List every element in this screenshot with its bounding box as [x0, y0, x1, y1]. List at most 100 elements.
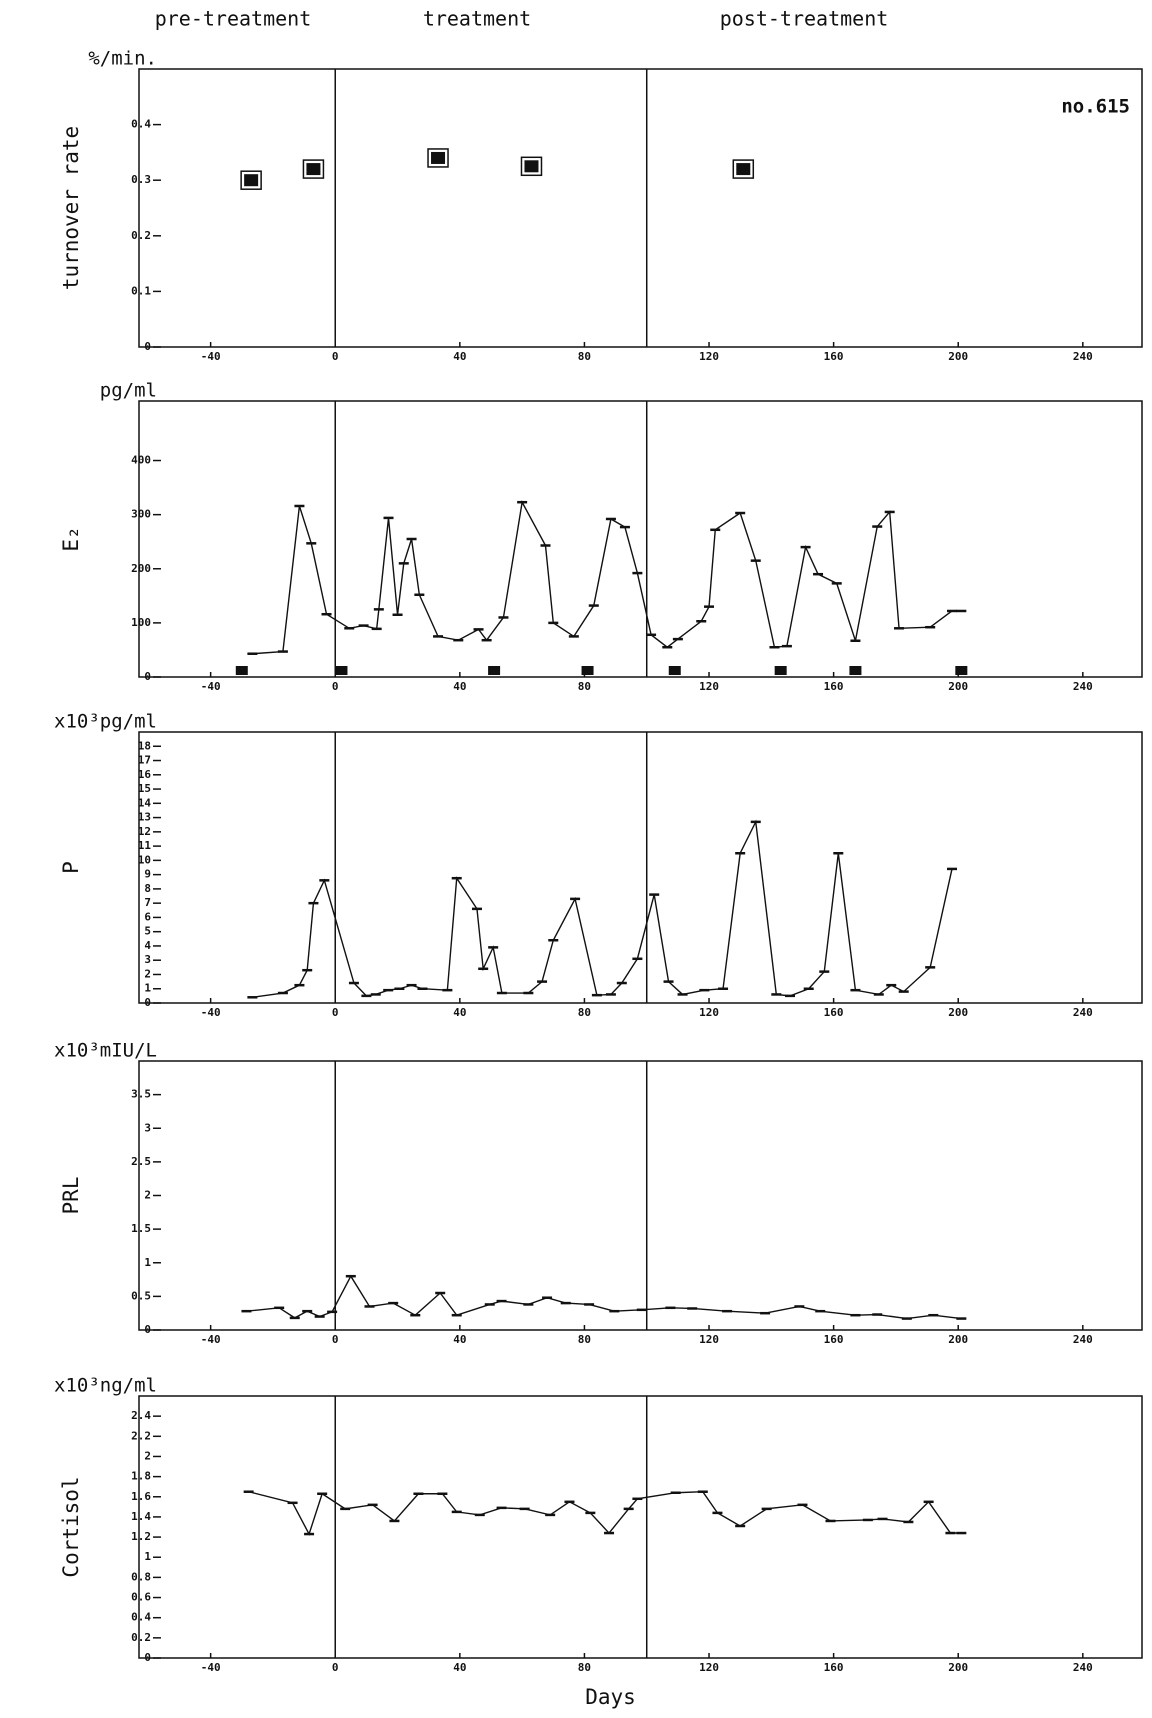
y-tick-label: 16	[138, 768, 152, 781]
x-tick-label: 160	[824, 1333, 844, 1346]
y-tick-label: 8	[144, 882, 151, 895]
x-tick-label: 120	[699, 1333, 719, 1346]
y-tick-label: 18	[138, 739, 151, 752]
y-tick-label: 0	[144, 996, 151, 1009]
x-tick-label: 200	[948, 1333, 968, 1346]
y-tick-label: 400	[131, 454, 151, 467]
y-tick-label: 15	[138, 782, 151, 795]
y-tick-label: 1.5	[131, 1222, 151, 1235]
x-tick-label: 120	[699, 1006, 719, 1019]
plot-frame	[138, 1395, 1143, 1659]
y-tick-label: 3.5	[131, 1088, 151, 1101]
x-tick-label: 200	[948, 1661, 968, 1674]
units-label: pg/ml	[100, 380, 157, 402]
x-tick-label: 240	[1073, 1333, 1093, 1346]
phase-label: treatment	[423, 7, 531, 31]
x-tick-label: 80	[578, 1333, 591, 1346]
y-tick-label: 0.2	[131, 229, 151, 242]
event-marker	[668, 666, 681, 675]
units-label: x10³mIU/L	[54, 1040, 157, 1062]
x-tick-label: 40	[453, 1333, 466, 1346]
point	[431, 151, 446, 164]
data-line	[246, 1274, 962, 1320]
point-outline	[240, 170, 262, 190]
y-tick-label: 2.4	[131, 1409, 151, 1422]
units-label: %/min.	[88, 48, 157, 70]
y-tick-label: 0.8	[131, 1570, 151, 1583]
x-tick-label: 0	[332, 680, 339, 693]
y-tick-label: 9	[144, 868, 151, 881]
y-tick-label: 5	[144, 925, 151, 938]
y-tick-label: 6	[144, 910, 151, 923]
point	[524, 160, 539, 173]
x-tick-label: 200	[948, 350, 968, 363]
y-tick-label: 17	[138, 754, 151, 767]
event-marker	[955, 666, 968, 675]
y-tick-label: 2.5	[131, 1155, 151, 1168]
y-axis-label: Cortisol	[59, 1476, 83, 1577]
data-line	[252, 500, 962, 655]
y-tick-label: 1	[144, 1256, 151, 1269]
x-tick-label: 240	[1073, 1006, 1093, 1019]
point-outline	[732, 159, 755, 179]
annotation: no.615	[1061, 96, 1130, 118]
event-marker	[581, 666, 594, 675]
x-tick-label: 160	[824, 1661, 844, 1674]
y-tick-label: 1.4	[131, 1510, 151, 1523]
event-marker	[488, 666, 501, 675]
y-tick-label: 1	[144, 1550, 151, 1563]
units-label: x10³ng/ml	[54, 1375, 157, 1397]
data-line	[248, 1491, 962, 1536]
y-tick-label: 0.2	[131, 1631, 151, 1644]
point-outline	[520, 156, 543, 177]
x-tick-label: -40	[201, 1661, 221, 1674]
x-tick-label: 120	[699, 350, 719, 363]
y-axis-label: E₂	[59, 526, 83, 551]
y-tick-label: 2	[144, 1189, 151, 1202]
y-tick-label: 300	[131, 508, 151, 521]
x-tick-label: 120	[699, 1661, 719, 1674]
x-tick-label: 120	[699, 680, 719, 693]
event-marker	[335, 666, 348, 675]
y-tick-label: 1.8	[131, 1470, 151, 1483]
event-marker	[849, 666, 862, 675]
y-tick-label: 0	[144, 340, 151, 353]
y-tick-label: 0	[144, 1651, 151, 1664]
x-tick-label: 40	[453, 1661, 466, 1674]
y-tick-label: 4	[144, 939, 151, 952]
x-tick-label: -40	[201, 1006, 221, 1019]
event-marker	[774, 666, 787, 675]
y-tick-label: 7	[144, 896, 151, 909]
plot-frame	[138, 68, 1143, 348]
plot-frame	[138, 731, 1143, 1004]
x-tick-label: 240	[1073, 1661, 1093, 1674]
x-axis-label: Days	[585, 1685, 636, 1709]
phase-label: post-treatment	[720, 7, 889, 31]
x-tick-label: 200	[948, 1006, 968, 1019]
x-tick-label: 240	[1073, 680, 1093, 693]
point	[244, 174, 259, 187]
x-tick-label: 240	[1073, 350, 1093, 363]
y-tick-label: 14	[138, 796, 152, 809]
y-tick-label: 2.2	[131, 1429, 151, 1442]
x-tick-label: -40	[201, 350, 221, 363]
x-tick-label: 160	[824, 350, 844, 363]
y-tick-label: 1.6	[131, 1490, 151, 1503]
x-tick-label: 40	[453, 680, 466, 693]
y-axis-label: turnover rate	[59, 126, 83, 290]
plot-frame	[138, 1060, 1143, 1331]
y-tick-label: 12	[138, 825, 151, 838]
units-label: x10³pg/ml	[54, 711, 157, 733]
y-tick-label: 2	[144, 1449, 151, 1462]
y-tick-label: 13	[138, 811, 151, 824]
y-tick-label: 0.3	[131, 173, 151, 186]
y-tick-label: 2	[144, 967, 151, 980]
x-tick-label: 160	[824, 680, 844, 693]
point	[736, 163, 751, 176]
x-tick-label: 80	[578, 1661, 591, 1674]
y-tick-label: 0.1	[131, 284, 151, 297]
y-tick-label: 11	[138, 839, 152, 852]
y-tick-label: 0.4	[131, 118, 151, 131]
data-line	[252, 819, 953, 998]
